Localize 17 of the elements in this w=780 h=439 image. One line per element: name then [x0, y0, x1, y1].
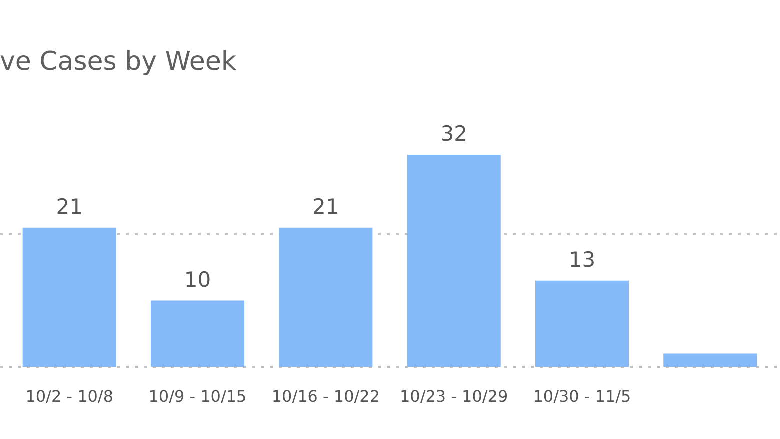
- data-label: 13: [568, 248, 596, 272]
- bar: [150, 300, 245, 367]
- x-tick-label: 10/2 - 10/8: [26, 387, 114, 406]
- data-label: 21: [56, 194, 83, 219]
- bar: [279, 228, 373, 367]
- bar: [407, 155, 501, 367]
- data-label: 21: [312, 194, 340, 219]
- x-tick-label: 10/16 - 10/22: [272, 387, 380, 406]
- x-tick-label: 10/9 - 10/15: [148, 387, 247, 406]
- x-tick-label: 10/30 - 11/5: [533, 387, 632, 406]
- data-label: 32: [440, 122, 468, 146]
- bar: [22, 228, 116, 367]
- data-label: 10: [184, 268, 212, 292]
- bar: [535, 280, 630, 367]
- bar: [664, 354, 758, 367]
- chart-title: ve Cases by Week: [0, 47, 236, 77]
- x-tick-label: 10/23 - 10/29: [400, 387, 508, 406]
